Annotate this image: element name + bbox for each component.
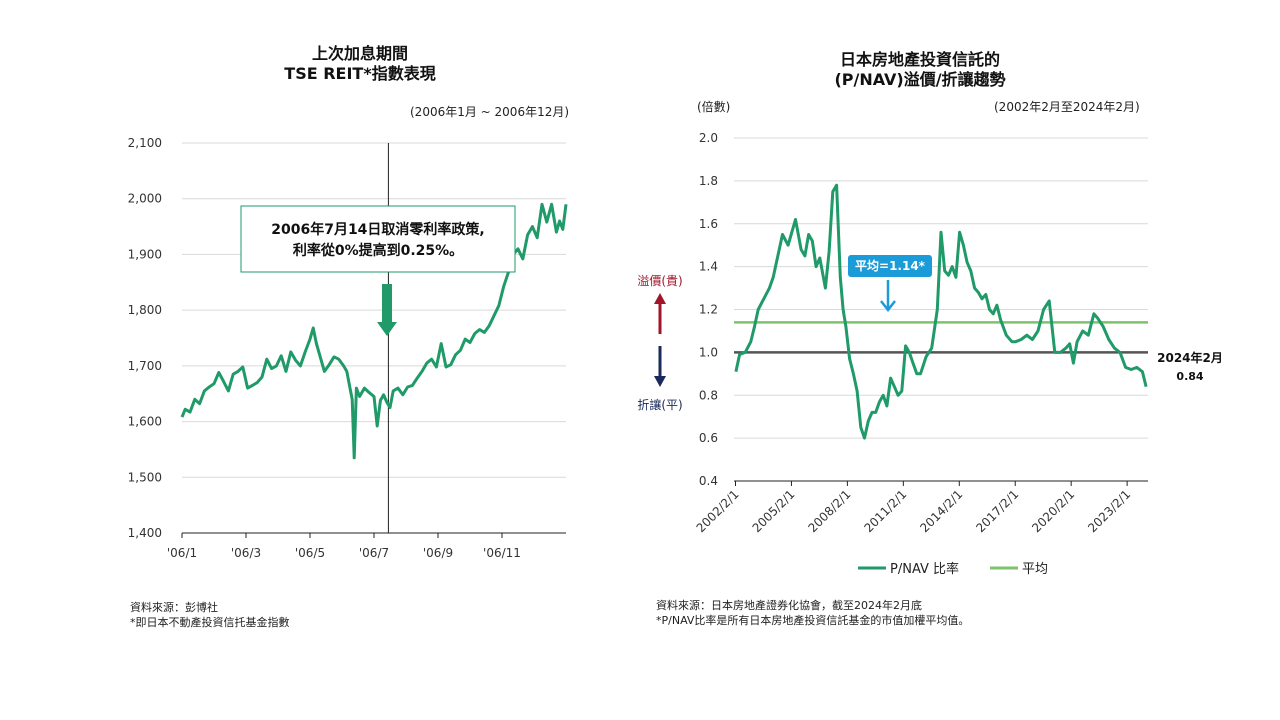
average-callout-text: 平均=1.14* [855, 258, 926, 273]
end-label-date: 2024年2月 [1157, 350, 1223, 365]
right-unit-label: (倍數) [697, 100, 731, 114]
end-label-value: 0.84 [1176, 370, 1203, 383]
right-y-tick-label: 1.6 [699, 217, 718, 231]
left-x-tick-label: '06/1 [167, 546, 197, 560]
right-footnote: *P/NAV比率是所有日本房地產投資信託基金的市值加權平均值。 [656, 614, 970, 627]
right-y-tick-label: 1.0 [699, 345, 718, 359]
legend-avg-label: 平均 [1022, 562, 1048, 577]
left-x-tick-label: '06/11 [483, 546, 521, 560]
left-title-line2: TSE REIT*指數表現 [284, 64, 436, 83]
right-x-tick-label: 2023/2/1 [1085, 487, 1133, 535]
left-y-tick-label: 1,400 [128, 526, 162, 540]
left-y-tick-label: 1,500 [128, 470, 162, 484]
right-x-tick-label: 2002/2/1 [694, 487, 742, 535]
right-x-tick-label: 2011/2/1 [861, 487, 909, 535]
right-y-tick-label: 2.0 [699, 131, 718, 145]
right-y-tick-label: 1.8 [699, 174, 718, 188]
annotation-line1: 2006年7月14日取消零利率政策, [271, 221, 485, 238]
right-x-tick-label: 2017/2/1 [973, 487, 1021, 535]
right-notes: 資料來源：日本房地產證券化協會，截至2024年2月底 *P/NAV比率是所有日本… [656, 598, 969, 628]
right-title-line2: (P/NAV)溢價/折讓趨勢 [834, 70, 1006, 89]
left-x-tick-label: '06/9 [423, 546, 453, 560]
left-y-axis: 1,400 1,500 1,600 1,700 1,800 1,900 2,000 2,100 [128, 136, 162, 540]
callout-down-arrow-icon [880, 280, 896, 313]
right-x-axis: 2002/2/1 2005/2/1 2008/2/1 2011/2/1 2014/2/1… [694, 481, 1133, 535]
right-grid [734, 137, 1148, 482]
right-x-tick-label: 2020/2/1 [1029, 487, 1077, 535]
left-x-tick-label: '06/3 [231, 546, 261, 560]
left-y-tick-label: 2,100 [128, 136, 162, 150]
annotation-line2: 利率從0%提高到0.25%。 [293, 242, 463, 259]
left-source: 資料來源：彭博社 [130, 601, 218, 614]
reit-index-line [180, 202, 568, 460]
right-source: 資料來源：日本房地產證券化協會，截至2024年2月底 [656, 599, 922, 612]
left-y-tick-label: 1,700 [128, 359, 162, 373]
pnav-ratio-line [734, 183, 1148, 440]
discount-label: 折讓(平) [637, 397, 682, 412]
left-chart-title: 上次加息期間 TSE REIT*指數表現 [180, 44, 540, 84]
premium-label: 溢價(貴) [637, 274, 682, 288]
right-x-tick-label: 2005/2/1 [750, 487, 798, 535]
left-x-tick-label: '06/7 [359, 546, 389, 560]
left-period-label: (2006年1月 ~ 2006年12月) [410, 105, 570, 119]
left-y-tick-label: 1,600 [128, 415, 162, 429]
right-y-tick-label: 0.6 [699, 431, 718, 445]
annotation-box [240, 205, 516, 273]
legend: P/NAV 比率 平均 [858, 561, 1048, 577]
left-chart: 1,400 1,500 1,600 1,700 1,800 1,900 2,000 2,100… [128, 136, 568, 560]
right-x-tick-label: 2014/2/1 [917, 487, 965, 535]
left-x-axis: '06/1 '06/3 '06/5 '06/7 '06/9 '06/11 [167, 533, 521, 560]
average-callout: 平均=1.14* [848, 255, 932, 313]
down-arrow-icon [377, 284, 397, 336]
down-arrow-icon [654, 346, 666, 387]
right-period-label: (2002年2月至2024年2月) [994, 100, 1140, 114]
up-arrow-icon [654, 293, 666, 334]
left-grid [182, 142, 566, 534]
left-title-line1: 上次加息期間 [311, 44, 408, 63]
left-notes: 資料來源：彭博社 *即日本不動產投資信托基金指數 [130, 600, 290, 630]
right-chart-title: 日本房地產投資信託的 (P/NAV)溢價/折讓趨勢 [750, 50, 1090, 90]
right-y-tick-label: 0.8 [699, 388, 718, 402]
legend-pnav-label: P/NAV 比率 [890, 561, 959, 577]
right-y-tick-label: 1.4 [699, 260, 718, 274]
left-x-tick-label: '06/5 [295, 546, 325, 560]
left-footnote: *即日本不動產投資信托基金指數 [130, 616, 290, 629]
right-y-tick-label: 1.2 [699, 303, 718, 317]
left-y-tick-label: 1,900 [128, 247, 162, 261]
right-x-tick-label: 2008/2/1 [805, 487, 853, 535]
right-y-axis: 0.4 0.6 0.8 1.0 1.2 1.4 1.6 1.8 2.0 [699, 131, 718, 488]
right-title-line1: 日本房地產投資信託的 [839, 50, 1000, 69]
left-y-tick-label: 1,800 [128, 303, 162, 317]
right-y-tick-label: 0.4 [699, 474, 718, 488]
right-chart: 0.4 0.6 0.8 1.0 1.2 1.4 1.6 1.8 2.0 2002/2/1 2005… [637, 131, 1223, 577]
left-y-tick-label: 2,000 [128, 192, 162, 206]
